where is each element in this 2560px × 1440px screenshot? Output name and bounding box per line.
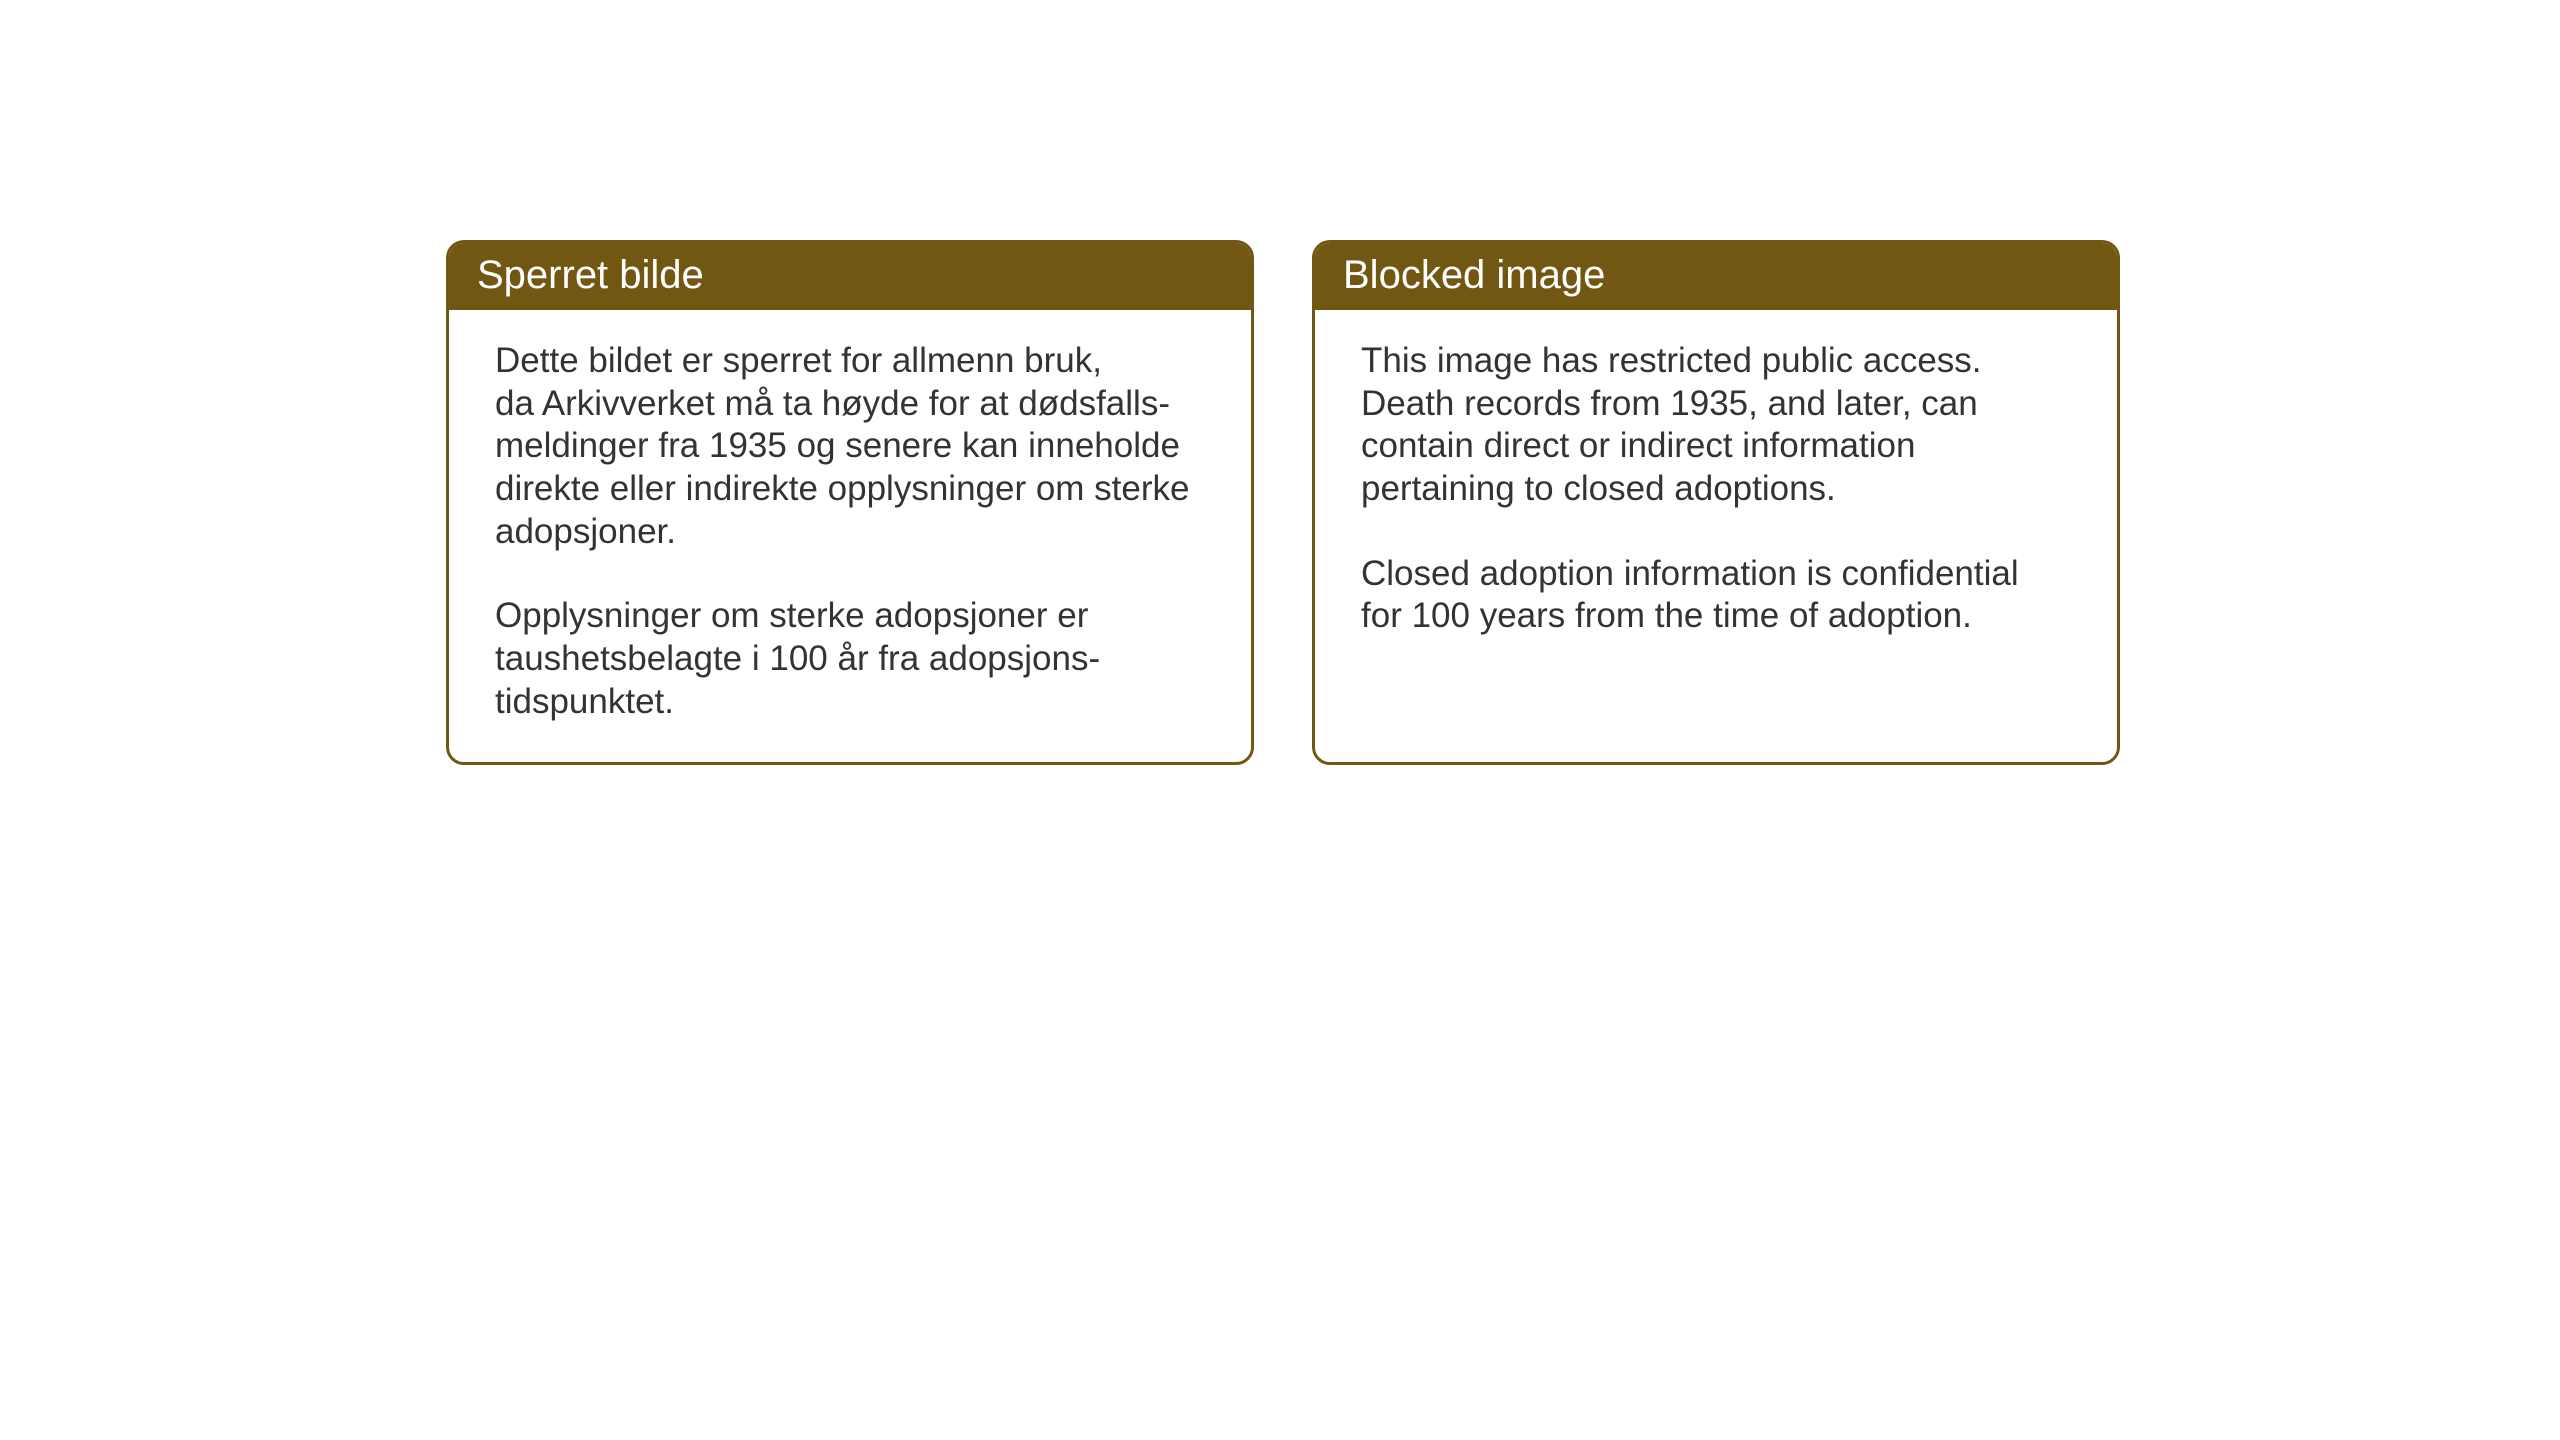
card-header: Blocked image: [1315, 243, 2117, 310]
card-body: This image has restricted public access.…: [1315, 310, 2117, 676]
card-paragraph-2: Opplysninger om sterke adopsjoner er tau…: [495, 595, 1205, 723]
notice-container: Sperret bilde Dette bildet er sperret fo…: [446, 240, 2120, 765]
notice-card-english: Blocked image This image has restricted …: [1312, 240, 2120, 765]
card-header: Sperret bilde: [449, 243, 1251, 310]
card-paragraph-1: Dette bildet er sperret for allmenn bruk…: [495, 340, 1205, 553]
card-title: Blocked image: [1343, 253, 1605, 297]
card-title: Sperret bilde: [477, 253, 704, 297]
card-paragraph-2: Closed adoption information is confident…: [1361, 553, 2071, 638]
card-paragraph-1: This image has restricted public access.…: [1361, 340, 2071, 511]
notice-card-norwegian: Sperret bilde Dette bildet er sperret fo…: [446, 240, 1254, 765]
card-body: Dette bildet er sperret for allmenn bruk…: [449, 310, 1251, 762]
